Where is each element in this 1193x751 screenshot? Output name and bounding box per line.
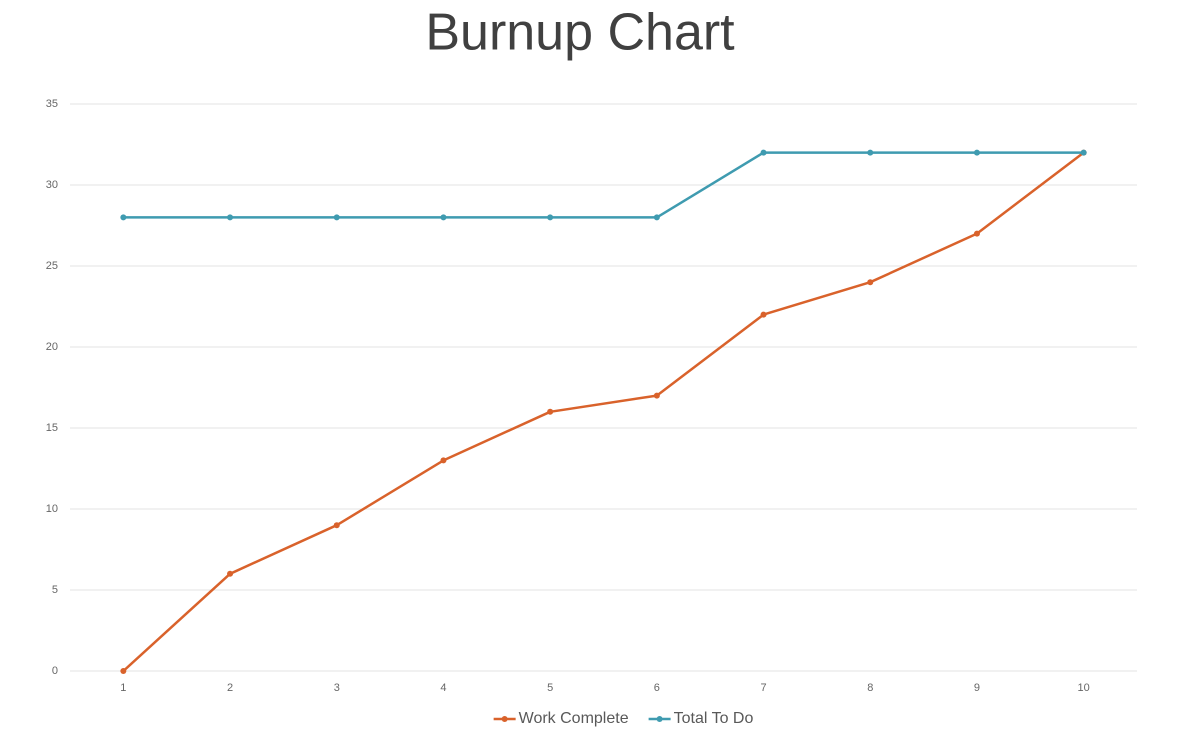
- x-tick-label: 4: [440, 682, 446, 694]
- data-point: [547, 214, 554, 221]
- data-point: [333, 214, 340, 221]
- data-point: [440, 214, 447, 221]
- chart-title: Burnup Chart: [425, 4, 735, 62]
- x-tick-label: 2: [227, 682, 233, 694]
- y-tick-label: 5: [52, 584, 58, 596]
- y-tick-label: 25: [46, 260, 58, 272]
- x-tick-label: 1: [120, 682, 126, 694]
- data-point: [440, 457, 447, 464]
- data-point: [760, 311, 767, 318]
- y-tick-label: 20: [46, 341, 58, 353]
- y-tick-label: 30: [46, 179, 58, 191]
- x-tick-label: 10: [1078, 682, 1090, 694]
- data-point: [227, 214, 234, 221]
- data-point: [547, 408, 554, 415]
- legend-marker: [501, 716, 508, 722]
- data-point: [120, 668, 127, 674]
- legend-marker: [656, 716, 663, 722]
- x-tick-label: 8: [867, 682, 873, 694]
- data-point: [120, 214, 127, 221]
- data-point: [653, 392, 660, 399]
- data-point: [1080, 149, 1087, 156]
- legend-label: Work Complete: [519, 710, 629, 727]
- data-point: [653, 214, 660, 221]
- series-line: [122, 151, 1085, 672]
- y-tick-label: 35: [46, 98, 58, 110]
- data-point: [760, 149, 767, 156]
- data-point: [867, 149, 874, 156]
- y-tick-label: 10: [46, 503, 58, 515]
- x-tick-label: 9: [974, 682, 980, 694]
- legend-label: Total To Do: [674, 710, 754, 727]
- y-tick-label: 0: [52, 665, 58, 677]
- x-tick-label: 3: [334, 682, 340, 694]
- data-point: [973, 149, 980, 156]
- data-point: [227, 570, 234, 577]
- series-line: [123, 151, 1084, 219]
- x-tick-label: 5: [547, 682, 553, 694]
- data-point: [973, 230, 980, 237]
- x-tick-label: 6: [654, 682, 660, 694]
- x-tick-label: 7: [760, 682, 766, 694]
- data-point: [867, 279, 874, 286]
- y-tick-label: 15: [46, 422, 58, 434]
- data-point: [333, 522, 340, 529]
